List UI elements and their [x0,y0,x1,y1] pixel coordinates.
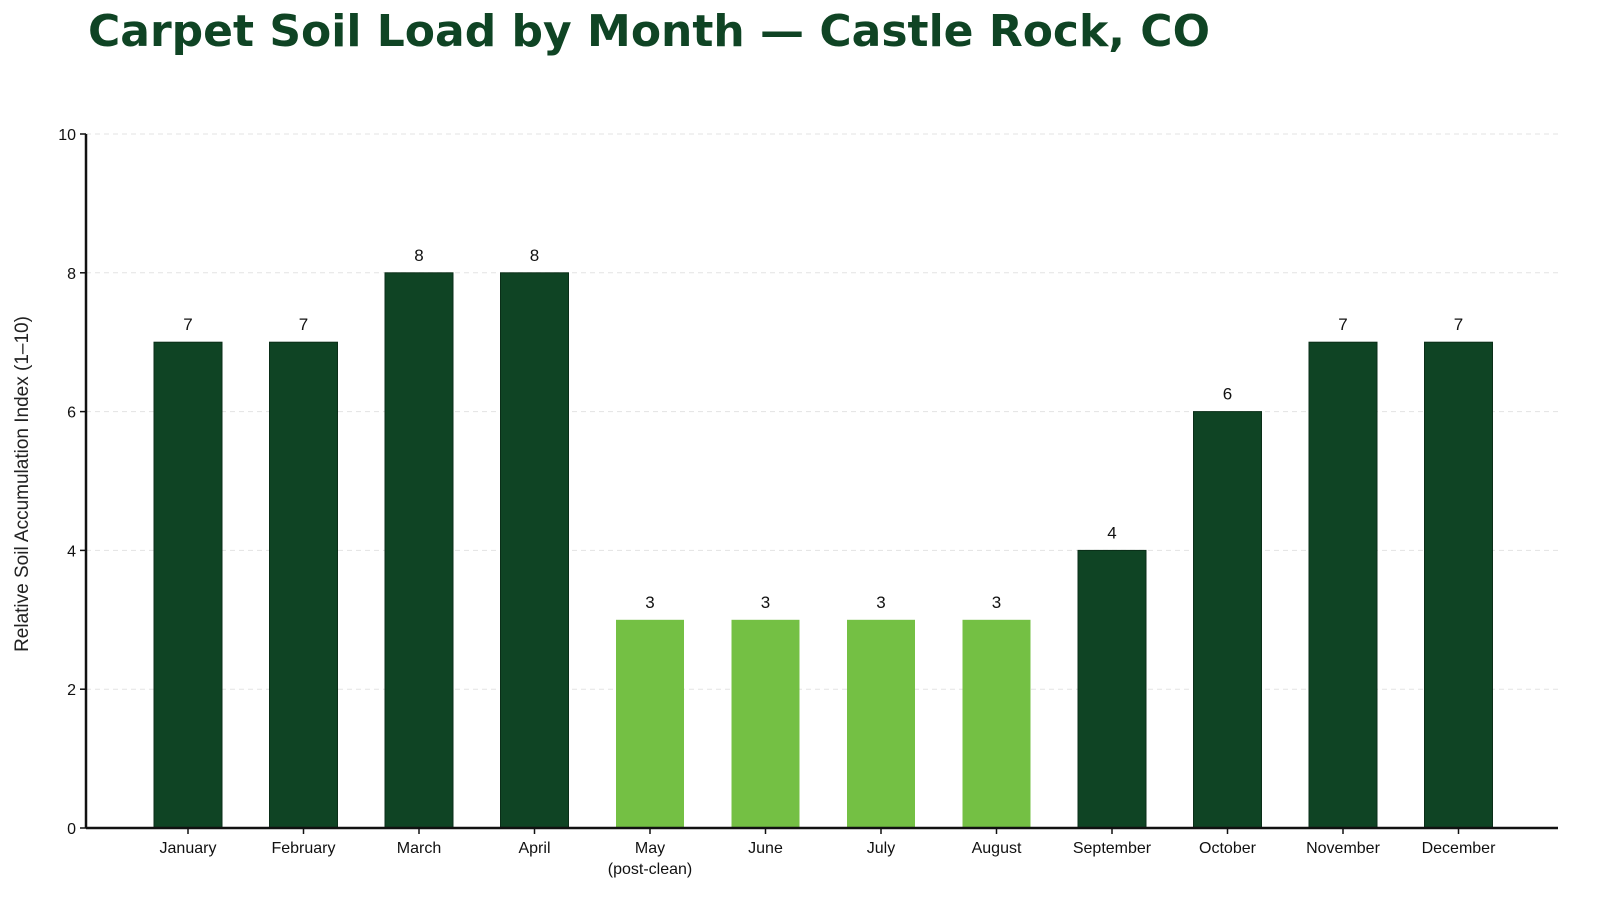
bars [153,272,1493,829]
bar [153,341,223,829]
bar-value-label: 4 [1107,523,1116,542]
bar [500,272,569,829]
x-tick-label: December [1422,840,1496,857]
value-labels: 7 7 8 8 3 3 3 3 4 6 7 7 [183,246,1463,612]
bar-value-label: 3 [761,593,770,612]
x-tick-label: June [748,840,783,857]
x-tick-label: July [867,840,895,857]
bar [962,619,1031,828]
x-tick-label: September [1073,840,1152,857]
bar [616,619,684,828]
x-tick-label: May [635,840,665,857]
x-tick-label: October [1199,840,1257,857]
x-tick-label: February [271,840,335,857]
bar-value-label: 3 [645,593,654,612]
bar-value-label: 7 [183,315,192,334]
y-tick-label: 6 [67,405,76,422]
x-tick-label: January [160,840,217,857]
y-tick-label: 8 [67,266,76,283]
y-tick-label: 0 [67,821,76,838]
y-tick-label: 2 [67,682,76,699]
x-tick-label: (post-clean) [608,861,692,878]
y-axis-label: Relative Soil Accumulation Index (1–10) [12,316,33,652]
bar-value-label: 7 [299,315,308,334]
bar [1077,549,1147,829]
bar-value-label: 7 [1454,315,1463,334]
bar [269,341,338,829]
x-tick-label: November [1306,840,1380,857]
bar [1424,341,1493,829]
bar-value-label: 7 [1338,315,1347,334]
axes: 0 2 4 6 8 10 January February March April May (post… [58,127,1558,878]
bar [847,619,915,828]
y-tick-label: 10 [58,127,76,144]
bar [1193,411,1262,829]
bar-value-label: 6 [1223,385,1232,404]
bar [731,619,800,828]
bar [1308,341,1378,829]
bar [384,272,454,829]
y-tick-label: 4 [67,543,76,560]
x-tick-label: August [972,840,1022,857]
x-tick-label: March [397,840,441,857]
bar-value-label: 3 [992,593,1001,612]
chart-title: Carpet Soil Load by Month — Castle Rock,… [88,6,1210,57]
bar-value-label: 8 [414,246,423,265]
bar-value-label: 3 [876,593,885,612]
x-tick-label: April [518,840,550,857]
bar-value-label: 8 [530,246,539,265]
